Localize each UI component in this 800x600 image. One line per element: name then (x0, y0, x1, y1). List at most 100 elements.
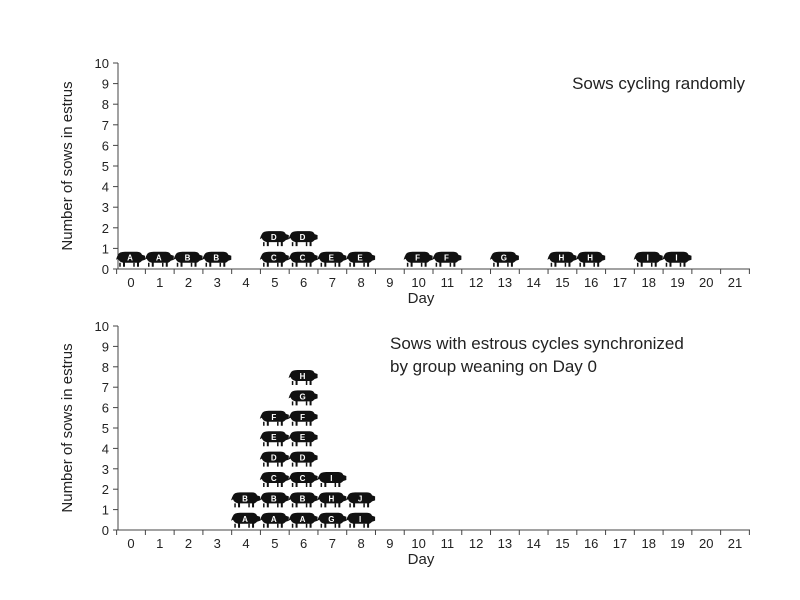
pig-marker: F (432, 251, 462, 267)
pig-icon (489, 251, 519, 267)
pig-icon (346, 512, 376, 528)
y-tick-label: 2 (102, 482, 109, 497)
x-tick-label: 2 (185, 536, 192, 551)
sow-label: F (444, 254, 449, 263)
sow-label: E (329, 254, 335, 263)
pig-marker: A (231, 512, 261, 528)
pig-icon (346, 251, 376, 267)
pig-marker: J (346, 492, 376, 508)
pig-marker: I (317, 472, 347, 487)
y-tick-label: 7 (102, 118, 109, 133)
pig-icon (288, 390, 318, 406)
x-tick-label: 1 (156, 536, 163, 551)
pig-marker: H (576, 251, 606, 267)
pig-icon (144, 251, 174, 267)
sow-label: D (271, 454, 277, 463)
sow-label: H (328, 494, 334, 503)
pig-marker: D (288, 231, 318, 247)
sow-label: C (271, 474, 277, 483)
pig-legs (550, 262, 567, 267)
pig-marker: D (259, 231, 289, 247)
x-axis-label: Day (408, 290, 435, 307)
x-tick-label: 18 (641, 536, 655, 551)
pig-icon (259, 231, 289, 247)
pig-icon (288, 431, 318, 447)
sow-label: C (300, 254, 306, 263)
pig-marker: B (202, 251, 232, 267)
pig-marker: A (288, 512, 318, 528)
pig-legs (493, 262, 509, 267)
chart-title: Sows cycling randomly (572, 74, 745, 93)
sow-label: F (415, 254, 420, 263)
pig-marker: A (144, 251, 174, 267)
x-tick-label: 16 (584, 536, 598, 551)
pig-marker: I (633, 251, 663, 267)
x-tick-label: 13 (498, 536, 512, 551)
sow-label: J (358, 494, 362, 503)
pig-marker: E (288, 431, 318, 447)
pig-legs (349, 262, 365, 267)
pig-icon (403, 251, 433, 267)
x-tick-label: 5 (271, 536, 278, 551)
sow-label: I (330, 474, 332, 483)
sow-label: E (271, 433, 277, 442)
y-tick-label: 2 (102, 221, 109, 236)
pig-icon (259, 492, 289, 508)
pig-marker: B (231, 492, 261, 508)
pig-legs (291, 242, 308, 247)
pig-icon (288, 251, 318, 267)
pig-icon (633, 251, 663, 267)
pig-legs (263, 503, 279, 508)
x-tick-label: 20 (699, 275, 713, 290)
pig-icon (202, 251, 232, 267)
pig-legs (234, 523, 250, 528)
y-tick-label: 1 (102, 241, 109, 256)
x-tick-label: 2 (185, 275, 192, 290)
sow-label: A (300, 515, 306, 524)
pig-legs (205, 262, 222, 267)
pig-icon (288, 512, 318, 528)
sow-label: E (357, 254, 363, 263)
pig-icon (259, 512, 289, 528)
y-tick-label: 10 (95, 319, 109, 334)
y-axis-label: Number of sows in estrus (59, 343, 76, 512)
y-axis-label: Number of sows in estrus (59, 81, 76, 250)
y-tick-label: 3 (102, 462, 109, 477)
pig-icon (317, 492, 347, 508)
pig-icon (231, 492, 261, 508)
pig-marker: H (317, 492, 347, 508)
y-tick-label: 8 (102, 360, 109, 375)
y-tick-label: 0 (102, 262, 109, 277)
sow-label: H (587, 254, 593, 263)
pig-marker: C (259, 472, 289, 487)
x-tick-label: 13 (498, 275, 512, 290)
pig-icon (288, 451, 318, 467)
pig-legs (320, 523, 337, 528)
y-tick-label: 3 (102, 200, 109, 215)
pig-marker: A (116, 251, 145, 267)
pig-marker: C (288, 251, 318, 267)
pig-icon (576, 251, 606, 267)
y-tick-label: 6 (102, 401, 109, 416)
sow-label: F (300, 413, 305, 422)
pig-marker: D (259, 451, 289, 467)
pig-legs (263, 242, 279, 247)
sow-label: H (559, 254, 565, 263)
pig-legs (148, 262, 164, 267)
pig-icon (317, 251, 347, 267)
x-tick-label: 9 (386, 275, 393, 290)
x-tick-label: 14 (526, 536, 540, 551)
pig-icon (259, 472, 289, 487)
pig-marker: E (317, 251, 347, 267)
pig-legs (263, 442, 279, 447)
x-tick-label: 8 (357, 536, 364, 551)
pig-legs (320, 262, 337, 267)
pig-marker: H (288, 370, 318, 385)
pig-legs (349, 503, 365, 508)
pig-icon (116, 251, 145, 267)
pig-marker: B (259, 492, 289, 508)
pig-marker: G (489, 251, 519, 267)
x-tick-label: 11 (441, 275, 455, 290)
